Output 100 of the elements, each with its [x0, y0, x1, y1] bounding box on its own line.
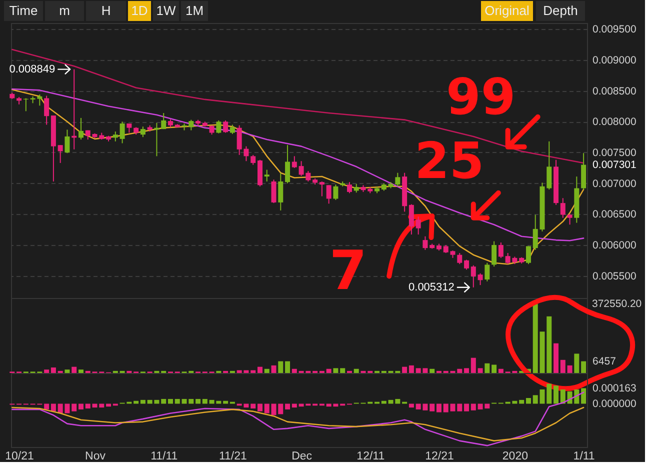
- bar: [174, 398, 180, 404]
- bar: [532, 304, 538, 373]
- candlestick: [416, 216, 421, 235]
- annotation: 25: [414, 132, 484, 190]
- candlestick: [209, 124, 214, 136]
- candlestick: [120, 121, 125, 144]
- bar: [526, 398, 531, 404]
- bar: [278, 361, 284, 373]
- candlestick: [484, 262, 490, 282]
- line-series: [11, 406, 584, 442]
- bar: [292, 368, 297, 373]
- candlestick: [44, 95, 50, 126]
- bar: [408, 404, 414, 408]
- bar: [464, 404, 470, 412]
- bar: [196, 398, 201, 404]
- bar: [168, 398, 173, 404]
- bar: [292, 404, 297, 408]
- candlestick: [112, 131, 118, 142]
- bar: [264, 404, 270, 414]
- text: 1M: [185, 3, 204, 18]
- bar: [492, 364, 497, 373]
- candlestick: [126, 123, 132, 134]
- candlestick: [478, 272, 483, 286]
- bar: [85, 404, 90, 408]
- x-tick-label: 12/21: [425, 450, 454, 462]
- bar: [72, 404, 77, 412]
- candlestick: [278, 172, 284, 211]
- bar: [554, 386, 559, 404]
- bar: [554, 343, 559, 373]
- y-tick-label: 0.007500: [592, 146, 636, 159]
- bar: [333, 368, 338, 373]
- candlestick: [78, 117, 84, 140]
- candlestick: [560, 198, 566, 218]
- x-tick-label: 1/11: [573, 450, 595, 462]
- y-tick-label: 0.005500: [592, 270, 636, 282]
- text: m: [59, 3, 70, 18]
- candlestick: [250, 154, 256, 166]
- candlestick: [326, 184, 332, 204]
- bar: [285, 404, 290, 410]
- x-tick-label: 11/11: [150, 450, 178, 462]
- bar: [464, 368, 470, 373]
- candlestick: [271, 179, 276, 204]
- candlestick: [532, 214, 538, 250]
- text: 372550.20: [592, 298, 642, 310]
- bar: [436, 404, 442, 412]
- candlestick: [64, 129, 70, 154]
- bar: [140, 400, 146, 404]
- bar: [498, 368, 504, 373]
- y-tick-label: 0.000000: [592, 398, 636, 410]
- text: 1D: [131, 3, 148, 18]
- bar: [443, 404, 448, 412]
- bar: [72, 366, 77, 373]
- bar: [470, 404, 476, 410]
- candlestick: [492, 240, 497, 268]
- bar: [285, 361, 290, 373]
- bar: [430, 404, 435, 412]
- annotation: 0.007301: [592, 158, 637, 171]
- candlestick: [422, 236, 428, 250]
- text: H: [101, 3, 111, 18]
- text: Depth: [543, 3, 578, 18]
- x-tick-label: 10/21: [5, 450, 34, 462]
- text: Original: [484, 3, 530, 18]
- line-series: [11, 392, 584, 446]
- bar: [574, 354, 580, 373]
- bar: [560, 360, 566, 373]
- candlestick: [140, 126, 146, 138]
- bar: [78, 370, 84, 373]
- candlestick: [319, 180, 324, 197]
- bar: [271, 365, 276, 373]
- candlestick: [161, 112, 166, 130]
- bar: [106, 404, 112, 407]
- candlestick: [408, 204, 414, 235]
- bar: [470, 358, 476, 373]
- bar: [478, 368, 483, 373]
- bar: [257, 366, 262, 373]
- candlestick: [464, 259, 470, 270]
- bar: [430, 368, 435, 373]
- bar: [250, 370, 256, 373]
- y-tick-label: 0.008000: [592, 116, 636, 128]
- y-tick-label: 0.006500: [592, 208, 636, 221]
- candlestick: [285, 144, 290, 184]
- y-tick-label: 0.006000: [592, 239, 636, 252]
- candlestick: [333, 184, 338, 200]
- candlestick: [346, 182, 352, 194]
- bar: [354, 368, 359, 373]
- bar: [326, 368, 332, 373]
- bar: [484, 363, 490, 373]
- y-tick-label: 0.007000: [592, 178, 636, 190]
- bar: [64, 370, 70, 373]
- candlestick: [223, 120, 228, 134]
- text: 1W: [156, 3, 176, 18]
- bar: [44, 404, 50, 410]
- bar: [567, 365, 572, 373]
- candlestick: [567, 214, 572, 226]
- bar: [264, 368, 270, 373]
- bar: [78, 404, 84, 410]
- x-tick-label: 12/11: [356, 450, 385, 462]
- candlestick: [470, 264, 476, 288]
- annotation: 7: [329, 238, 367, 302]
- bar: [408, 365, 414, 373]
